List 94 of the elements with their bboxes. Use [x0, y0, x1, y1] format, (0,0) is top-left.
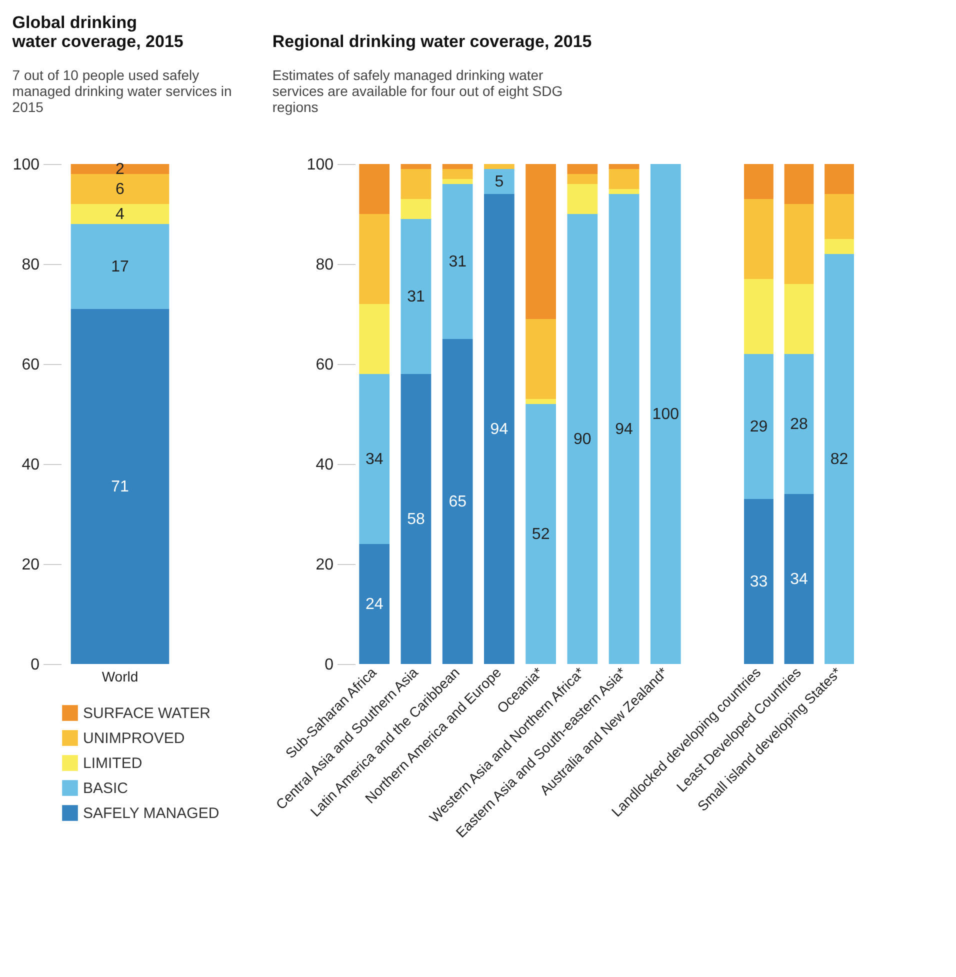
bar — [608, 189, 640, 194]
data-label: 33 — [750, 574, 768, 590]
data-label: 31 — [448, 254, 467, 270]
bar — [567, 164, 598, 174]
legend-label: SURFACE WATER — [83, 705, 211, 722]
data-label: 31 — [407, 288, 425, 306]
bar — [359, 304, 390, 374]
legend-label: UNIMPROVED — [83, 730, 185, 747]
bar — [70, 174, 170, 204]
legend-label: LIMITED — [83, 755, 142, 772]
bar — [442, 339, 473, 664]
bar — [744, 499, 774, 664]
y-tick-label: 0 — [30, 656, 40, 674]
chart-title: Global drinking water coverage, 2015 — [11, 13, 184, 51]
bar — [442, 179, 473, 184]
bar — [400, 199, 432, 219]
data-label: 5 — [494, 174, 504, 190]
data-label: 6 — [116, 181, 125, 198]
bar — [608, 169, 640, 189]
y-tick-label: 60 — [22, 356, 40, 374]
y-tick-label: 80 — [316, 256, 334, 274]
bar — [526, 164, 556, 319]
y-tick-label: 100 — [306, 156, 334, 174]
bar — [442, 169, 473, 179]
chart-subtitle: Estimates of safely managed drinking water services are available for four out of eight SDG regions — [272, 67, 563, 115]
data-label: 100 — [652, 406, 680, 423]
data-label: 65 — [448, 494, 467, 510]
bar — [400, 169, 432, 199]
y-tick-label: 20 — [316, 556, 334, 574]
bar — [400, 219, 432, 374]
bar — [70, 204, 170, 224]
bar — [70, 164, 170, 174]
legend-label: SAFELY MANAGED — [83, 805, 220, 822]
bar — [784, 284, 814, 354]
data-label: 71 — [111, 478, 129, 496]
bar — [359, 214, 390, 304]
data-label: 58 — [407, 511, 425, 528]
data-label: 94 — [615, 421, 634, 438]
y-tick-label: 40 — [316, 456, 334, 474]
bar — [824, 194, 854, 239]
bar — [526, 399, 556, 404]
bar — [359, 374, 390, 544]
data-label: 28 — [790, 416, 808, 433]
data-label: 29 — [750, 418, 768, 436]
x-tick-label: World — [102, 668, 138, 684]
data-label: 52 — [532, 526, 550, 543]
bar — [359, 164, 390, 214]
bar — [608, 194, 640, 664]
bar — [784, 354, 814, 494]
data-label: 4 — [116, 206, 125, 223]
bar — [608, 164, 640, 169]
bar — [567, 174, 598, 184]
bar — [567, 214, 598, 664]
data-label: 82 — [830, 451, 848, 468]
bar — [484, 164, 514, 169]
y-tick-label: 20 — [22, 556, 40, 574]
y-tick-label: 100 — [12, 156, 40, 174]
bar — [526, 319, 556, 399]
data-label: 24 — [365, 596, 384, 613]
bar — [744, 279, 774, 354]
bar — [567, 184, 598, 214]
bar — [70, 309, 170, 664]
data-label: 34 — [790, 571, 808, 588]
y-tick-label: 80 — [22, 256, 40, 274]
bar — [526, 404, 556, 664]
y-tick-label: 40 — [22, 456, 40, 474]
bar — [784, 494, 814, 664]
y-tick-label: 0 — [324, 656, 334, 674]
bar — [484, 169, 514, 194]
bar — [824, 254, 854, 664]
bar — [359, 544, 390, 664]
data-label: 94 — [490, 421, 508, 438]
bar — [650, 164, 681, 664]
chart-subtitle: 7 out of 10 people used safely managed drinking water services in 2015 — [12, 67, 232, 115]
y-tick-label: 60 — [316, 356, 334, 374]
bar — [784, 164, 814, 204]
bar — [400, 374, 432, 664]
bar — [824, 164, 854, 194]
data-label: 2 — [116, 161, 125, 178]
bar — [744, 164, 774, 199]
chart-title: Regional drinking water coverage, 2015 — [272, 32, 592, 51]
legend-label: BASIC — [83, 780, 128, 797]
bar — [484, 194, 514, 664]
bar — [784, 204, 814, 284]
data-label: 90 — [574, 431, 592, 448]
bar — [70, 224, 170, 309]
bar — [442, 184, 473, 339]
bar — [824, 239, 854, 254]
data-label: 34 — [365, 451, 384, 468]
bar — [744, 354, 774, 499]
bar — [400, 164, 432, 169]
bar — [442, 164, 473, 169]
data-label: 17 — [111, 258, 129, 276]
bar — [744, 199, 774, 279]
